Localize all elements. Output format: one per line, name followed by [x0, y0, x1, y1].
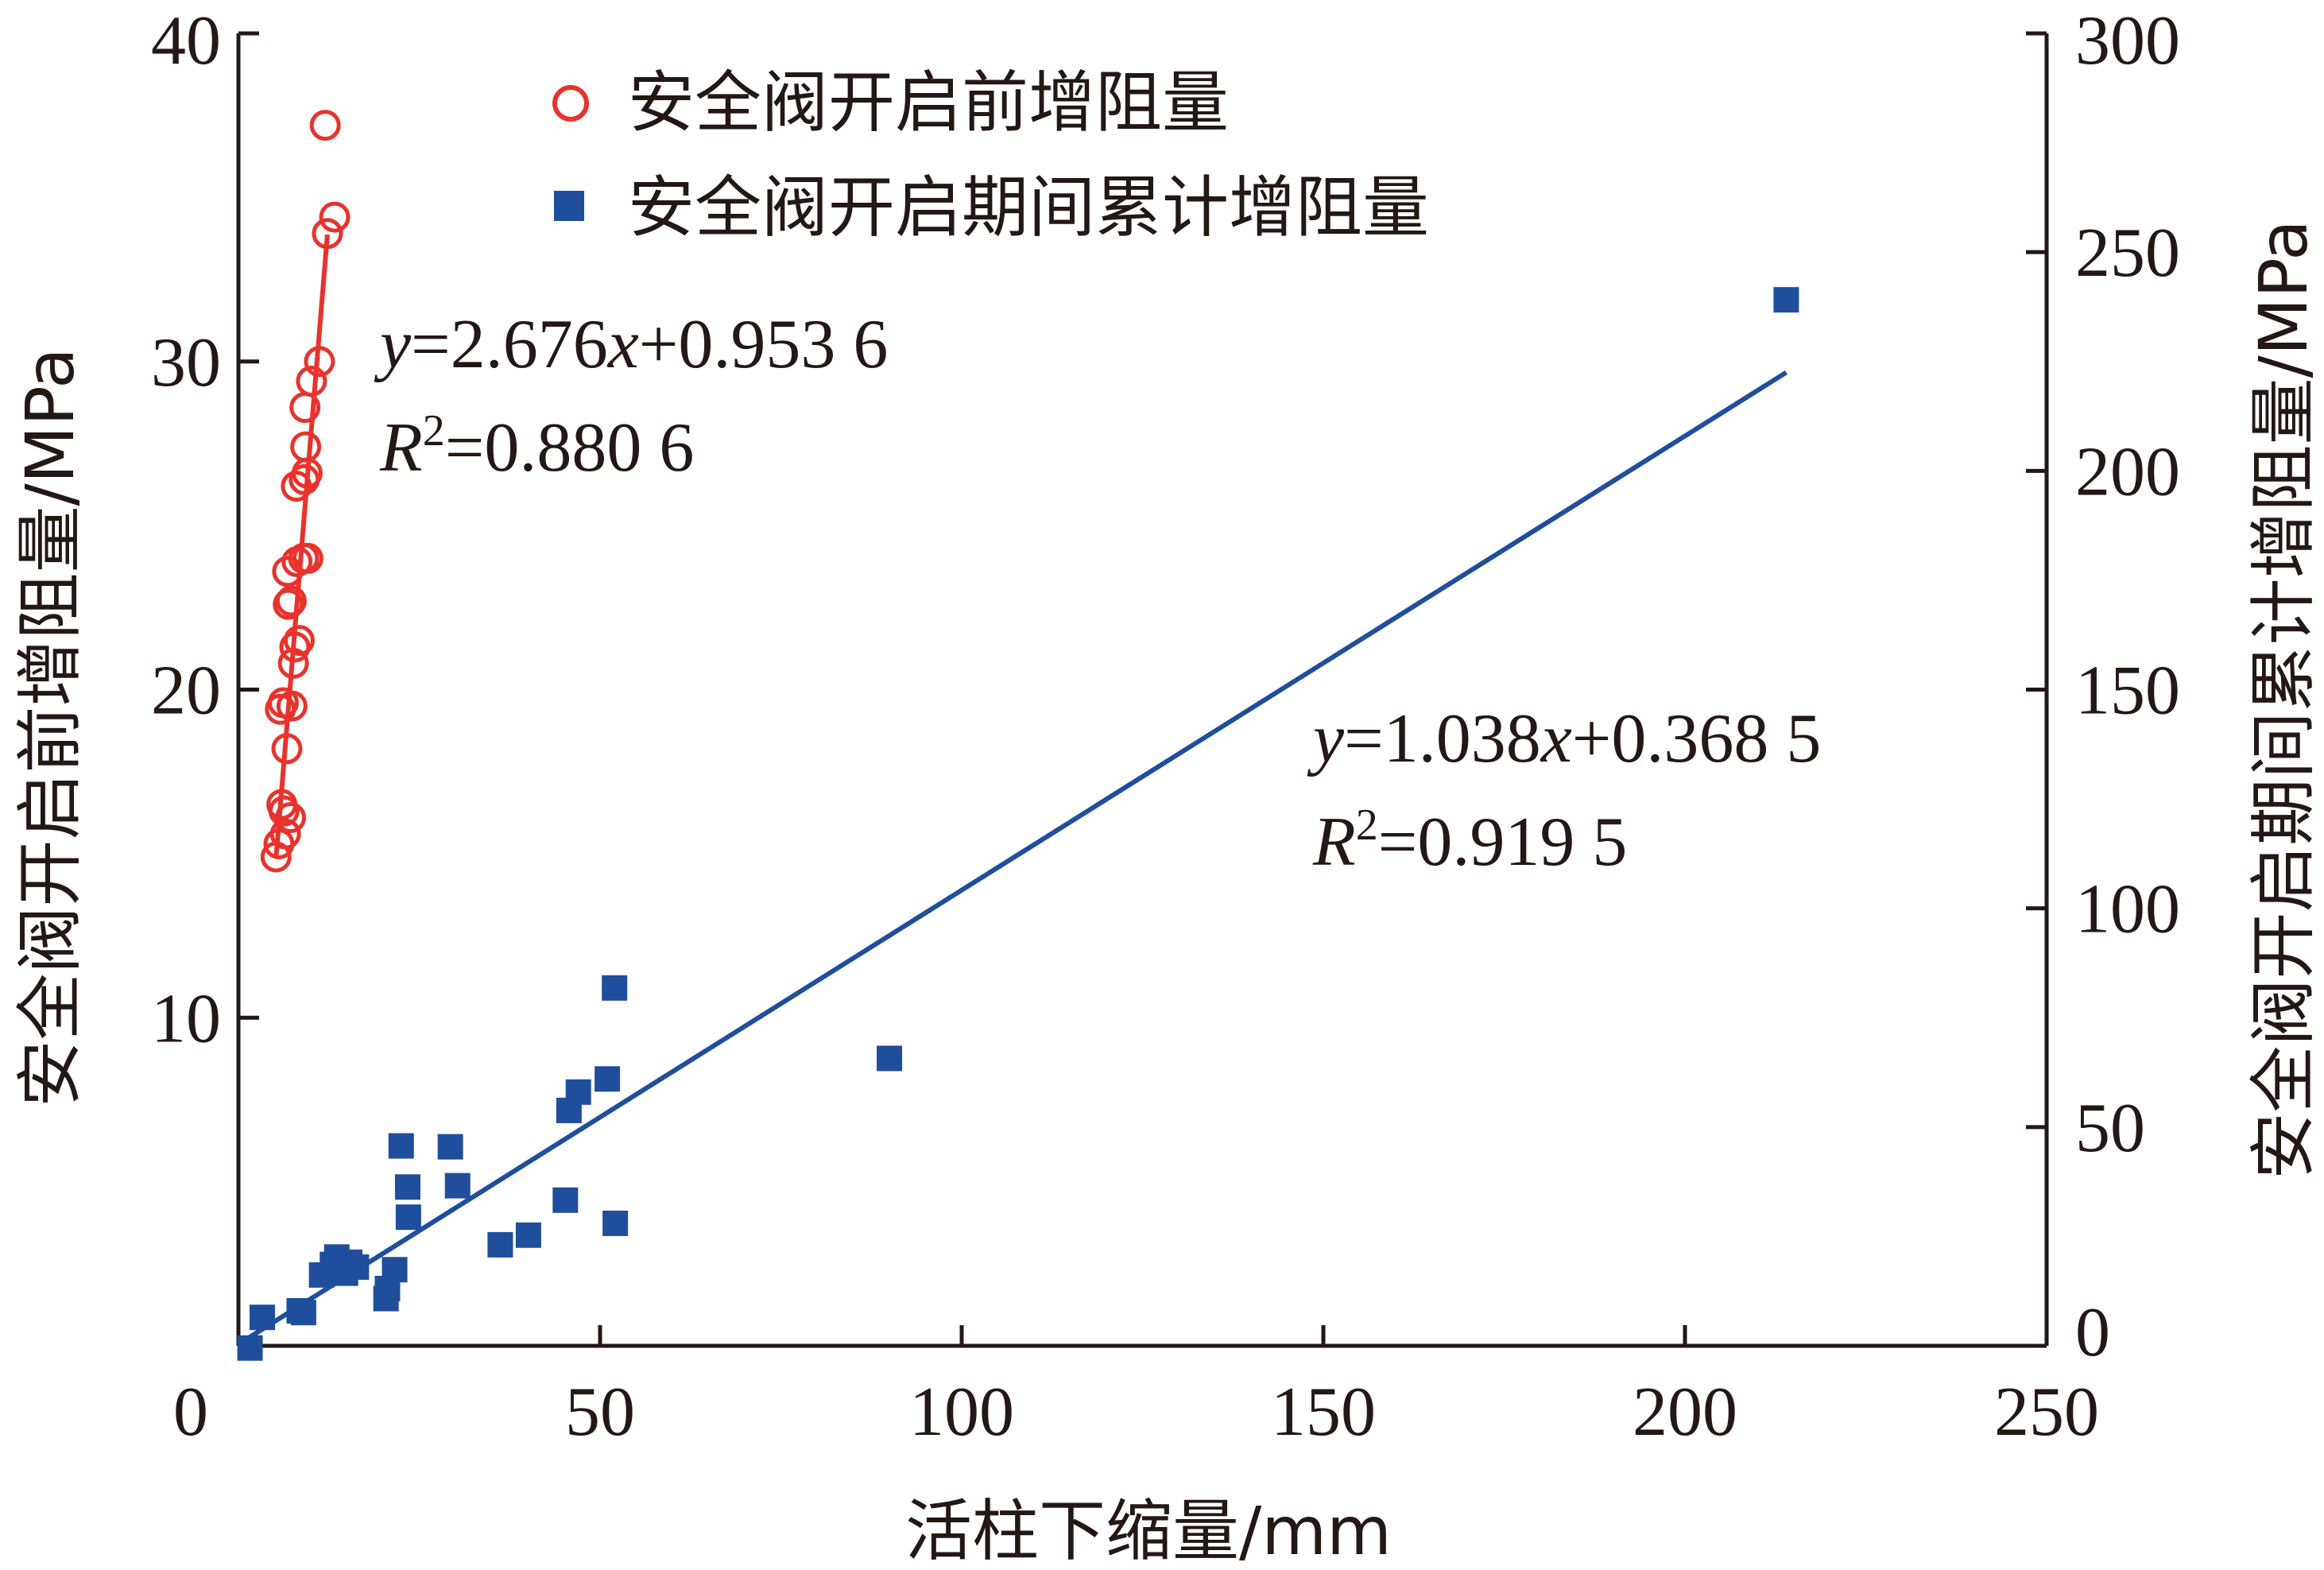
x-axis-title: 活柱下缩量/mm: [905, 1492, 1392, 1570]
fit-r-squared: R2=0.880 6: [379, 406, 694, 487]
r2-var: R: [1312, 804, 1356, 881]
data-point-during: [437, 1134, 463, 1160]
data-point-during: [237, 1335, 263, 1361]
data-point-before: [319, 201, 351, 233]
legend-marker-before: [552, 85, 589, 122]
y-right-axis-title: 安全阀开启期间累计增阻量/MPa: [2245, 219, 2322, 1179]
eq-var-x: x: [1540, 700, 1572, 777]
data-point-during: [394, 1174, 420, 1200]
legend-label-during: 安全阀开启期间累计增阻量: [628, 169, 1429, 246]
data-point-before: [269, 818, 301, 850]
data-point-during: [343, 1254, 370, 1280]
data-point-before: [283, 625, 315, 657]
x-tick-label: 250: [1994, 1374, 2099, 1451]
data-point-before: [304, 346, 335, 378]
fit-line-blue: [237, 370, 1788, 1347]
y-right-tick-label: 50: [2075, 1090, 2145, 1167]
eq-var-x: x: [606, 306, 639, 383]
eq-coef: =1.038: [1344, 700, 1541, 777]
data-point-during: [602, 975, 628, 1001]
x-tick-label: 200: [1633, 1374, 1737, 1451]
data-point-before: [271, 733, 303, 765]
r2-value: =0.880 6: [445, 409, 695, 487]
y-left-tick-label: 20: [151, 653, 221, 730]
data-point-during: [552, 1187, 579, 1213]
y-right-tick-label: 250: [2075, 215, 2180, 292]
data-markers: [237, 110, 1799, 1361]
legend-marker-during: [554, 191, 584, 221]
data-point-during: [290, 1300, 316, 1326]
data-point-during: [388, 1133, 414, 1159]
fit-equation: y=1.038x+0.368 5: [1307, 700, 1821, 777]
fit-annotation-red: y=2.676x+0.953 6 R2=0.880 6: [374, 306, 888, 487]
data-point-before: [292, 542, 323, 574]
data-point-before: [276, 690, 308, 722]
data-point-before: [275, 801, 307, 833]
x-tick-label: 100: [909, 1374, 1014, 1451]
x-tick-label: 0: [173, 1374, 208, 1451]
y-right-tick-label: 0: [2075, 1294, 2110, 1371]
r2-var: R: [379, 409, 423, 487]
data-point-during: [395, 1204, 421, 1231]
data-point-during: [565, 1079, 591, 1105]
data-point-before: [296, 366, 327, 397]
y-left-axis-title: 安全阀开启前增阻量/MPa: [11, 347, 89, 1107]
data-point-during: [487, 1231, 513, 1258]
data-point-before: [275, 585, 307, 617]
y-left-tick-label: 10: [151, 980, 221, 1057]
data-point-before: [273, 588, 304, 620]
data-point-during: [602, 1210, 629, 1236]
fit-annotation-blue: y=1.038x+0.368 5 R2=0.919 5: [1307, 700, 1821, 881]
r2-sup: 2: [1356, 801, 1378, 850]
data-point-before: [290, 431, 322, 463]
data-point-before: [268, 795, 300, 827]
data-point-before: [277, 647, 309, 679]
data-point-before: [312, 218, 343, 250]
legend-label-before: 安全阀开启前增阻量: [628, 64, 1229, 141]
x-tick-label: 50: [565, 1374, 635, 1451]
data-point-during: [444, 1173, 471, 1199]
eq-rest: +0.368 5: [1572, 700, 1822, 777]
data-point-during: [877, 1045, 902, 1072]
y-left-tick-label: 30: [151, 324, 221, 401]
r2-sup: 2: [423, 406, 445, 455]
r2-value: =0.919 5: [1378, 804, 1628, 881]
x-tick-label: 150: [1271, 1374, 1376, 1451]
data-point-during: [595, 1066, 621, 1092]
y-right-tick-label: 150: [2075, 653, 2180, 730]
eq-var-y: y: [374, 306, 412, 383]
fit-equation: y=2.676x+0.953 6: [374, 306, 888, 383]
legend: 安全阀开启前增阻量 安全阀开启期间累计增阻量: [552, 64, 1429, 246]
tick-labels: 0 50 100 150 200 250 10 20 30 40 0 50 100 150 200 250 30…: [151, 2, 2180, 1451]
eq-coef: =2.676: [411, 306, 608, 383]
y-right-tick-label: 300: [2075, 2, 2180, 79]
data-point-before: [309, 110, 341, 141]
eq-var-y: y: [1307, 700, 1345, 777]
data-point-during: [382, 1257, 408, 1283]
eq-rest: +0.953 6: [639, 306, 889, 383]
y-right-tick-label: 100: [2075, 871, 2180, 948]
data-point-during: [1773, 287, 1799, 313]
y-right-tick-label: 200: [2075, 433, 2180, 510]
fit-lines: [237, 234, 1788, 1347]
data-point-before: [279, 631, 311, 663]
data-point-during: [250, 1304, 276, 1331]
tick-marks: [236, 31, 2049, 1348]
fit-r-squared: R2=0.919 5: [1312, 801, 1627, 881]
y-left-tick-label: 40: [151, 2, 221, 79]
data-point-during: [515, 1222, 541, 1248]
